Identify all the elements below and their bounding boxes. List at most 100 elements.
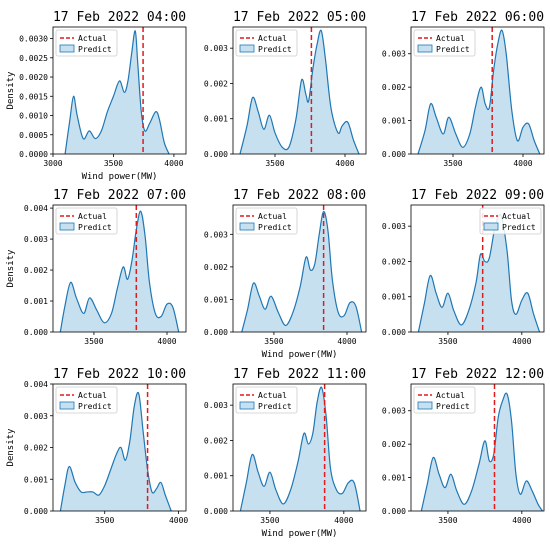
- y-tick-label: 0.003: [24, 235, 48, 244]
- legend-predict-label: Predict: [436, 402, 470, 411]
- axes-frame: [52, 26, 187, 155]
- x-tick-label: 3000: [43, 159, 62, 168]
- subplot-4: 17 Feb 2022 07:00 3500 4000 0.000 0.001 0.002…: [6, 188, 187, 346]
- legend-predict-label: Predict: [78, 45, 112, 54]
- y-tick-label: 0.002: [382, 440, 406, 449]
- y-tick-label: 0.0000: [19, 150, 48, 159]
- plot-area: [417, 205, 541, 332]
- legend-predict-label: Predict: [78, 402, 112, 411]
- y-tick-label: 0.003: [204, 230, 228, 239]
- y-tick-label: 0.003: [204, 44, 228, 53]
- x-tick-label: 3500: [438, 337, 457, 346]
- legend: Actual Predict: [55, 207, 118, 235]
- y-tick-label: 0.003: [382, 407, 406, 416]
- legend-predict-swatch: [417, 401, 433, 410]
- subplot-title: 17 Feb 2022 11:00: [233, 367, 366, 382]
- x-axis-label: Wind power(MW): [82, 172, 158, 182]
- y-tick-label: 0.000: [382, 328, 406, 337]
- y-tick-label: 0.001: [24, 475, 48, 484]
- y-tick-label: 0.000: [382, 507, 406, 516]
- subplot-title: 17 Feb 2022 05:00: [233, 10, 366, 25]
- predict-density-line: [241, 210, 363, 332]
- y-tick-label: 0.002: [204, 79, 228, 88]
- y-tick-label: 0.003: [24, 412, 48, 421]
- x-tick-label: 4000: [335, 159, 354, 168]
- x-tick-label: 4000: [157, 337, 176, 346]
- legend: Actual Predict: [55, 386, 118, 414]
- legend-predict-label: Predict: [436, 45, 470, 54]
- y-tick-label: 0.000: [204, 328, 228, 337]
- x-tick-label: 3500: [443, 159, 462, 168]
- plot-area: [59, 384, 172, 511]
- predict-density-line: [59, 210, 180, 332]
- legend-actual-label: Actual: [78, 34, 107, 43]
- predict-density-line: [420, 392, 544, 511]
- predict-density-area: [60, 392, 172, 511]
- y-tick-label: 0.001: [204, 472, 228, 481]
- axes-frame: [232, 383, 367, 512]
- subplot-6: 17 Feb 2022 09:00 3500 4000 0.000 0.001 0.002…: [382, 188, 545, 346]
- subplot-title: 17 Feb 2022 10:00: [53, 367, 186, 382]
- y-axis-label: Density: [6, 428, 16, 467]
- legend: Actual Predict: [55, 29, 118, 57]
- y-tick-label: 0.002: [382, 83, 406, 92]
- x-axis-label: Wind power(MW): [262, 529, 338, 539]
- y-tick-label: 0.000: [24, 328, 48, 337]
- y-axis-label: Density: [6, 71, 16, 110]
- legend-predict-swatch: [59, 401, 75, 410]
- legend-predict-swatch: [239, 44, 255, 53]
- plot-area: [64, 27, 170, 154]
- y-tick-label: 0.0020: [19, 73, 48, 82]
- subplot-3: 17 Feb 2022 06:00 3500 4000 0.000 0.001 0.002…: [382, 10, 545, 168]
- y-tick-label: 0.000: [204, 150, 228, 159]
- axes-frame: [232, 26, 367, 155]
- legend-predict-swatch: [59, 44, 75, 53]
- y-tick-label: 0.002: [204, 263, 228, 272]
- axes-frame: [52, 204, 187, 333]
- subplot-8: 17 Feb 2022 11:00 3500 4000 0.000 0.001 0.002…: [204, 367, 367, 539]
- predict-density-line: [239, 386, 361, 511]
- predict-density-area: [60, 211, 179, 332]
- y-tick-label: 0.000: [204, 507, 228, 516]
- subplot-title: 17 Feb 2022 07:00: [53, 188, 186, 203]
- legend-predict-swatch: [239, 222, 255, 231]
- axes-frame: [410, 26, 545, 155]
- legend-actual-label: Actual: [258, 34, 287, 43]
- plot-area: [420, 384, 544, 511]
- y-tick-label: 0.000: [382, 150, 406, 159]
- axes-frame: [410, 383, 545, 512]
- predict-density-line: [417, 29, 541, 154]
- y-tick-label: 0.0030: [19, 35, 48, 44]
- x-tick-label: 3500: [260, 516, 279, 525]
- legend: Actual Predict: [235, 207, 298, 235]
- predict-density-area: [240, 30, 359, 154]
- plot-area: [241, 205, 363, 332]
- plot-area: [59, 205, 180, 332]
- y-tick-label: 0.001: [24, 297, 48, 306]
- y-axis-label: Density: [6, 249, 16, 288]
- legend: Actual Predict: [413, 386, 476, 414]
- subplot-title: 17 Feb 2022 08:00: [233, 188, 366, 203]
- y-tick-label: 0.002: [382, 257, 406, 266]
- x-tick-label: 3500: [95, 516, 114, 525]
- x-tick-label: 4000: [512, 516, 531, 525]
- x-tick-label: 4000: [169, 516, 188, 525]
- subplot-title: 17 Feb 2022 04:00: [53, 10, 186, 25]
- subplot-title: 17 Feb 2022 09:00: [411, 188, 544, 203]
- legend-actual-label: Actual: [78, 391, 107, 400]
- y-tick-label: 0.0005: [19, 131, 48, 140]
- legend-actual-label: Actual: [502, 212, 531, 221]
- y-tick-label: 0.0010: [19, 112, 48, 121]
- y-tick-label: 0.002: [204, 436, 228, 445]
- x-axis-label: Wind power(MW): [262, 350, 338, 360]
- predict-density-line: [239, 29, 360, 154]
- predict-density-line: [59, 391, 172, 511]
- y-tick-label: 0.001: [382, 293, 406, 302]
- x-tick-label: 3500: [438, 516, 457, 525]
- legend-actual-label: Actual: [258, 391, 287, 400]
- legend: Actual Predict: [235, 386, 298, 414]
- y-tick-label: 0.004: [24, 380, 48, 389]
- x-tick-label: 4000: [164, 159, 183, 168]
- y-tick-label: 0.003: [382, 50, 406, 59]
